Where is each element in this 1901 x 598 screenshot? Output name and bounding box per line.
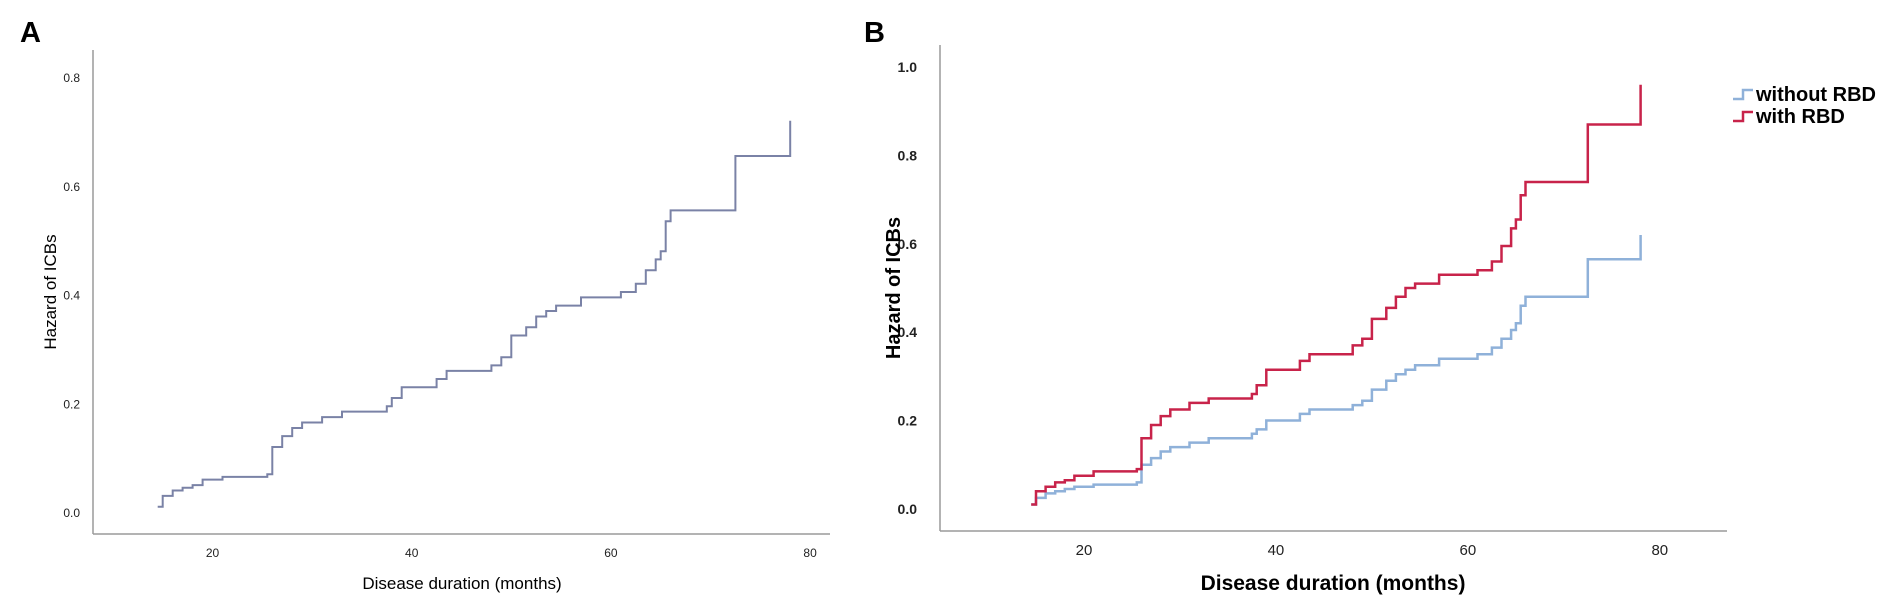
panel-b-x-axis-label: Disease duration (months) xyxy=(1201,572,1466,595)
legend-item-without-rbd: without RBD xyxy=(1733,84,1876,106)
legend-swatch-without-rbd xyxy=(1733,88,1753,101)
panel-b-y-ticks: 0.0 0.2 0.4 0.6 0.8 1.0 xyxy=(898,59,918,517)
panel-a-x-tick-label: 60 xyxy=(604,546,618,560)
legend-label-with-rbd: with RBD xyxy=(1755,106,1845,128)
panel-b-x-tick-label: 20 xyxy=(1076,542,1093,559)
panel-b-y-tick-label: 0.0 xyxy=(898,501,918,517)
panel-a-series-hazard-step-line xyxy=(157,120,792,508)
panel-a-x-axis-label: Disease duration (months) xyxy=(362,574,561,593)
panel-b-x-tick-label: 60 xyxy=(1460,542,1477,559)
panel-a-y-tick-label: 0.4 xyxy=(63,289,80,303)
panel-a-y-tick-label: 0.8 xyxy=(63,71,80,85)
panel-a-y-tick-label: 0.6 xyxy=(63,180,80,194)
panel-a-x-tick-label: 40 xyxy=(405,546,419,560)
panel-a-series xyxy=(157,120,792,508)
panel-a: A 0.0 0.2 0.4 0.6 0.8 20 40 60 80 Disease durat… xyxy=(20,17,830,593)
panel-b-x-tick-label: 80 xyxy=(1651,542,1668,559)
panel-b-x-tick-label: 40 xyxy=(1268,542,1285,559)
panel-a-x-tick-label: 20 xyxy=(206,546,220,560)
panel-b-series xyxy=(1031,84,1642,506)
panel-a-x-tick-label: 80 xyxy=(803,546,817,560)
panel-b-x-ticks: 20 40 60 80 xyxy=(1076,542,1669,559)
panel-b: B 0.0 0.2 0.4 0.6 0.8 1.0 20 40 60 80 Disease du… xyxy=(864,17,1876,595)
panel-b-label: B xyxy=(864,17,885,49)
legend-swatch-with-rbd xyxy=(1733,110,1753,123)
legend-item-with-rbd: with RBD xyxy=(1733,106,1845,128)
panel-b-series-without-rbd-step-line xyxy=(1031,235,1642,506)
panel-a-y-tick-label: 0.2 xyxy=(63,397,80,411)
panel-a-y-ticks: 0.0 0.2 0.4 0.6 0.8 xyxy=(63,71,80,520)
panel-b-series-with-rbd-step-line xyxy=(1031,84,1642,506)
panel-b-y-tick-label: 0.8 xyxy=(898,147,918,163)
legend: without RBD with RBD xyxy=(1733,84,1876,128)
panel-b-y-tick-label: 1.0 xyxy=(898,59,918,75)
panel-b-y-tick-label: 0.4 xyxy=(898,324,918,340)
panel-a-x-ticks: 20 40 60 80 xyxy=(206,546,817,560)
panel-a-y-tick-label: 0.0 xyxy=(63,506,80,520)
panel-b-y-tick-label: 0.2 xyxy=(898,413,918,429)
panel-b-y-axis-label: Hazard of ICBs xyxy=(883,217,905,359)
panel-b-y-tick-label: 0.6 xyxy=(898,236,918,252)
panel-a-y-axis-label: Hazard of ICBs xyxy=(41,234,60,349)
legend-label-without-rbd: without RBD xyxy=(1755,84,1876,106)
panel-a-label: A xyxy=(20,17,41,49)
